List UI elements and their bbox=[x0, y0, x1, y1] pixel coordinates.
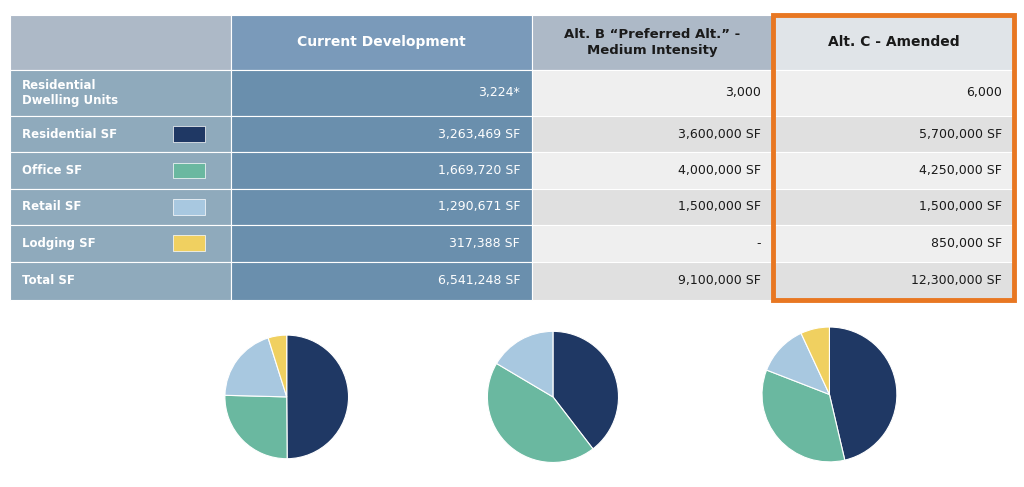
Text: 5,700,000 SF: 5,700,000 SF bbox=[919, 128, 1001, 141]
Bar bbox=[231, 70, 532, 116]
Bar bbox=[773, 189, 1014, 225]
Wedge shape bbox=[767, 333, 829, 394]
Bar bbox=[532, 70, 773, 116]
Text: 3,263,469 SF: 3,263,469 SF bbox=[438, 128, 520, 141]
Text: Lodging SF: Lodging SF bbox=[23, 237, 96, 250]
Bar bbox=[532, 262, 773, 300]
Bar bbox=[10, 152, 231, 189]
Wedge shape bbox=[497, 331, 553, 397]
Text: 317,388 SF: 317,388 SF bbox=[450, 237, 520, 250]
Text: 9,100,000 SF: 9,100,000 SF bbox=[678, 274, 761, 287]
Text: 850,000 SF: 850,000 SF bbox=[931, 237, 1001, 250]
Bar bbox=[173, 163, 205, 178]
Text: Residential SF: Residential SF bbox=[23, 128, 118, 141]
Bar bbox=[10, 116, 231, 152]
Wedge shape bbox=[225, 338, 287, 397]
Text: 3,000: 3,000 bbox=[725, 87, 761, 99]
Text: 1,669,720 SF: 1,669,720 SF bbox=[437, 164, 520, 177]
Text: Total SF: Total SF bbox=[23, 274, 75, 287]
Bar bbox=[773, 152, 1014, 189]
Wedge shape bbox=[829, 327, 897, 460]
Bar bbox=[532, 116, 773, 152]
Bar bbox=[532, 189, 773, 225]
Bar bbox=[532, 15, 773, 70]
Wedge shape bbox=[225, 395, 287, 459]
Text: 4,000,000 SF: 4,000,000 SF bbox=[678, 164, 761, 177]
Bar bbox=[10, 70, 231, 116]
Bar bbox=[231, 15, 532, 70]
Bar bbox=[773, 15, 1014, 70]
Bar bbox=[10, 262, 231, 300]
Bar bbox=[10, 189, 231, 225]
Bar bbox=[173, 199, 205, 215]
Text: Office SF: Office SF bbox=[23, 164, 82, 177]
Text: Residential
Dwelling Units: Residential Dwelling Units bbox=[23, 79, 119, 107]
Bar bbox=[10, 15, 231, 70]
Bar bbox=[173, 235, 205, 251]
Text: 1,500,000 SF: 1,500,000 SF bbox=[919, 201, 1001, 213]
Bar bbox=[773, 262, 1014, 300]
Wedge shape bbox=[487, 363, 593, 463]
Bar bbox=[231, 225, 532, 262]
Text: Current Development: Current Development bbox=[297, 36, 466, 49]
Text: 6,000: 6,000 bbox=[966, 87, 1001, 99]
Bar bbox=[773, 116, 1014, 152]
Text: Alt. B “Preferred Alt.” -
Medium Intensity: Alt. B “Preferred Alt.” - Medium Intensi… bbox=[564, 28, 740, 57]
Bar bbox=[173, 126, 205, 142]
Text: Alt. C - Amended: Alt. C - Amended bbox=[827, 36, 959, 49]
Bar bbox=[773, 225, 1014, 262]
Wedge shape bbox=[762, 370, 845, 462]
Wedge shape bbox=[287, 335, 348, 459]
Wedge shape bbox=[801, 327, 829, 394]
Text: 6,541,248 SF: 6,541,248 SF bbox=[437, 274, 520, 287]
Bar bbox=[231, 189, 532, 225]
Text: Retail SF: Retail SF bbox=[23, 201, 82, 213]
Wedge shape bbox=[268, 335, 287, 397]
Text: 1,290,671 SF: 1,290,671 SF bbox=[437, 201, 520, 213]
Bar bbox=[532, 225, 773, 262]
Bar bbox=[231, 152, 532, 189]
Bar bbox=[10, 225, 231, 262]
Text: 4,250,000 SF: 4,250,000 SF bbox=[919, 164, 1001, 177]
Text: -: - bbox=[757, 237, 761, 250]
Bar bbox=[532, 152, 773, 189]
Bar bbox=[231, 116, 532, 152]
Bar bbox=[231, 262, 532, 300]
Text: 3,600,000 SF: 3,600,000 SF bbox=[678, 128, 761, 141]
Text: 12,300,000 SF: 12,300,000 SF bbox=[911, 274, 1001, 287]
Wedge shape bbox=[553, 331, 618, 449]
Text: 1,500,000 SF: 1,500,000 SF bbox=[678, 201, 761, 213]
Bar bbox=[773, 70, 1014, 116]
Text: 3,224*: 3,224* bbox=[478, 87, 520, 99]
